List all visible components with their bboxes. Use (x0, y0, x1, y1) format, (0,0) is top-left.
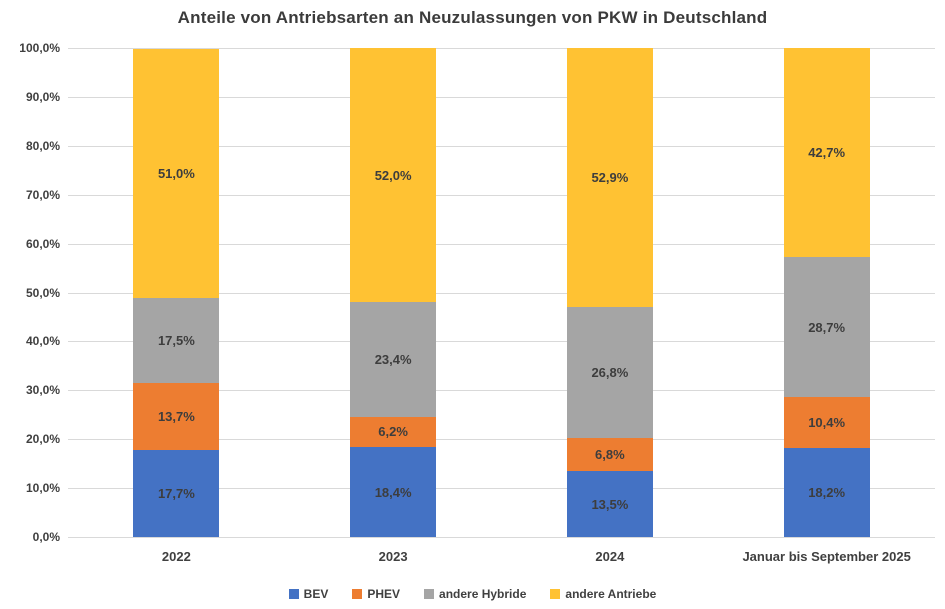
bar-stack: 18,4% 6,2% 23,4% 52,0% (350, 48, 437, 537)
gridline (68, 341, 935, 343)
legend-item-bev: BEV (288, 587, 329, 601)
y-tick-label: 70,0% (25, 187, 60, 202)
bar-stack: 13,5% 6,8% 26,8% 52,9% (566, 48, 653, 537)
gridline (68, 243, 935, 245)
bar-slot-2022: 17,7% 13,7% 17,5% 51,0% 2022 (68, 48, 285, 564)
bar-segment-andere-antriebe: 42,7% (783, 48, 870, 257)
chart-title: Anteile von Antriebsarten an Neuzulassun… (177, 8, 768, 27)
gridline (68, 194, 935, 196)
legend-item-andere-hybride: andere Hybride (424, 587, 526, 601)
data-label: 17,7% (157, 486, 195, 502)
y-tick-label: 10,0% (25, 481, 60, 496)
x-tick-label: 2022 (161, 549, 191, 564)
bar-segment-phev: 10,4% (783, 397, 870, 449)
bar-segment-andere-hybride: 23,4% (350, 302, 437, 417)
legend-swatch (352, 589, 363, 599)
bar-segment-phev: 6,2% (350, 416, 437, 448)
y-tick-label: 40,0% (25, 334, 60, 349)
y-tick-label: 0,0% (32, 530, 60, 544)
bar-segment-bev: 18,4% (350, 447, 437, 537)
bar-segment-andere-antriebe: 51,0% (133, 48, 220, 298)
bar-segment-andere-hybride: 17,5% (133, 297, 220, 384)
bar-segment-bev: 13,5% (566, 471, 653, 537)
data-label: 52,9% (591, 169, 629, 185)
bar-segment-andere-antriebe: 52,0% (350, 48, 437, 303)
bars: 17,7% 13,7% 17,5% 51,0% 2022 18,4% 6,2% 23,4% 52… (68, 48, 935, 564)
data-label: 13,7% (157, 409, 195, 425)
x-tick-label: 2023 (378, 549, 408, 564)
bar-stack: 17,7% 13,7% 17,5% 51,0% (133, 48, 220, 537)
y-tick-label: 80,0% (25, 138, 60, 153)
bar-stack: 18,2% 10,4% 28,7% 42,7% (783, 48, 870, 537)
data-label: 28,7% (808, 319, 846, 335)
bar-segment-andere-hybride: 28,7% (783, 256, 870, 398)
legend-swatch (424, 589, 435, 599)
y-tick-label: 90,0% (25, 89, 60, 104)
y-tick-label: 60,0% (25, 236, 60, 251)
gridline (68, 439, 935, 441)
bar-segment-andere-antriebe: 52,9% (566, 48, 653, 307)
data-label: 26,8% (591, 364, 629, 380)
legend-label: andere Hybride (439, 587, 527, 601)
gridline (68, 488, 935, 490)
data-label: 23,4% (374, 352, 412, 367)
x-tick-label: 2024 (595, 549, 625, 564)
data-label: 10,4% (808, 415, 846, 431)
plot-area: 17,7% 13,7% 17,5% 51,0% 2022 18,4% 6,2% 23,4% 52… (68, 48, 935, 564)
data-label: 6,8% (595, 446, 625, 462)
legend-swatch (550, 589, 561, 599)
legend-item-andere-antriebe: andere Antriebe (550, 587, 656, 601)
bar-segment-andere-hybride: 26,8% (566, 306, 653, 438)
bar-segment-bev: 18,2% (783, 448, 870, 537)
bar-slot-januar-bis-september-2025: 18,2% 10,4% 28,7% 42,7% Januar bis September… (718, 48, 935, 564)
data-label: 6,2% (378, 424, 408, 440)
data-label: 17,5% (157, 333, 195, 349)
legend-swatch (288, 589, 299, 599)
gridline (68, 96, 935, 98)
x-tick-label: Januar bis September 2025 (742, 549, 911, 564)
y-axis: 0,0% 10,0% 20,0% 30,0% 40,0% 50,0% 60,0% 70,0% 8… (0, 41, 60, 544)
bar-slot-2023: 18,4% 6,2% 23,4% 52,0% 2023 (285, 48, 502, 564)
data-label: 51,0% (157, 165, 195, 181)
bar-segment-bev: 17,7% (133, 450, 220, 537)
legend-label: PHEV (367, 587, 401, 601)
data-label: 18,2% (808, 485, 846, 500)
gridline (68, 145, 935, 147)
data-label: 52,0% (374, 167, 412, 183)
data-label: 42,7% (808, 144, 846, 160)
legend-label: BEV (303, 587, 329, 601)
y-tick-label: 100,0% (19, 41, 60, 55)
gridline (68, 390, 935, 392)
bar-slot-2024: 13,5% 6,8% 26,8% 52,9% 2024 (502, 48, 719, 564)
gridline (68, 48, 935, 49)
legend-label: andere Antriebe (565, 587, 657, 601)
y-tick-label: 20,0% (25, 432, 60, 447)
data-label: 13,5% (591, 496, 629, 512)
gridline (68, 537, 935, 538)
legend: BEV PHEV andere Hybride andere Antriebe (0, 587, 945, 601)
bar-segment-phev: 6,8% (566, 437, 653, 471)
data-label: 18,4% (374, 484, 412, 500)
gridline (68, 292, 935, 294)
y-tick-label: 30,0% (25, 383, 60, 398)
y-tick-label: 50,0% (25, 285, 60, 300)
bar-segment-phev: 13,7% (133, 383, 220, 451)
legend-item-phev: PHEV (352, 587, 400, 601)
